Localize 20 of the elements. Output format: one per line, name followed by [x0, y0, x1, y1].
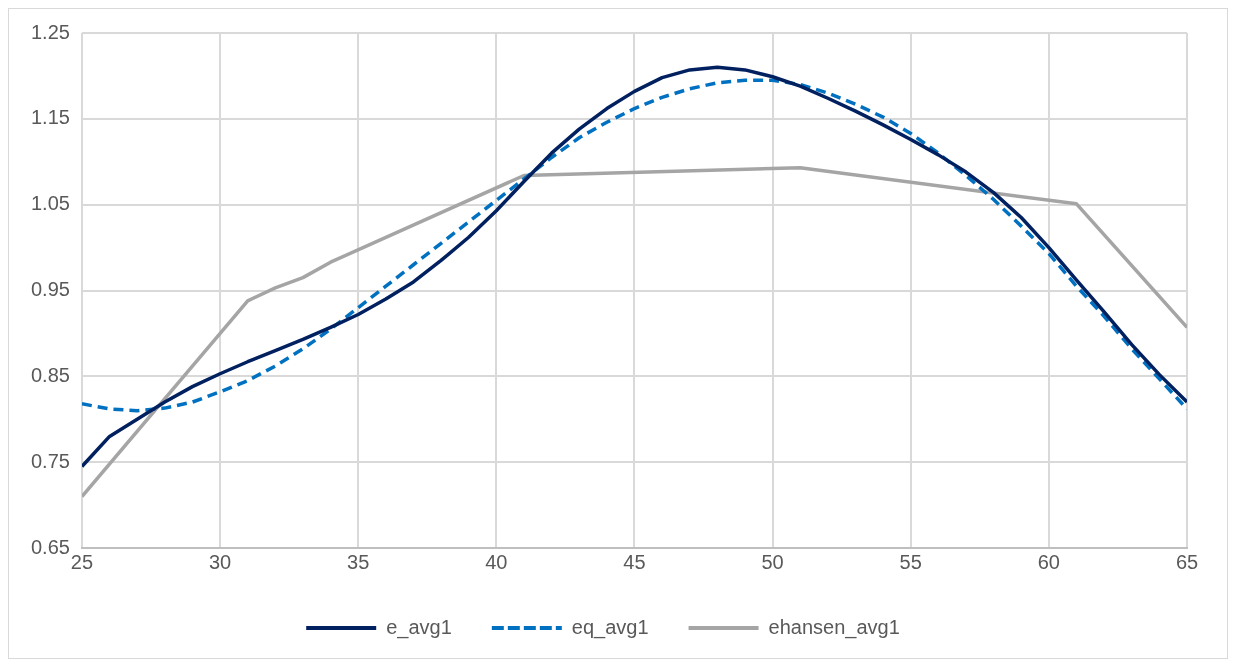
y-tick-label: 1.05	[30, 192, 70, 215]
y-tick-label: 1.15	[30, 106, 70, 129]
y-tick-label: 1.25	[30, 20, 70, 43]
y-tick-label: 0.65	[30, 535, 70, 558]
x-tick-label: 45	[623, 550, 646, 573]
x-tick-label: 35	[347, 550, 370, 573]
y-tick-label: 0.75	[30, 449, 70, 472]
y-tick-label: 0.95	[30, 278, 70, 301]
x-tick-label: 65	[1175, 550, 1199, 573]
x-tick-label: 25	[70, 550, 94, 573]
x-tick-label: 60	[1037, 550, 1060, 573]
legend-label: eq_avg1	[571, 615, 649, 639]
y-tick-label: 0.85	[30, 363, 70, 386]
x-tick-label: 55	[899, 550, 922, 573]
x-tick-label: 30	[208, 550, 232, 573]
line-series	[81, 78, 1187, 413]
legend-label: ehansen_avg1	[768, 615, 900, 639]
x-tick-label: 50	[761, 550, 784, 573]
legend-label: e_avg1	[386, 615, 452, 639]
x-tick-label: 40	[485, 550, 508, 573]
